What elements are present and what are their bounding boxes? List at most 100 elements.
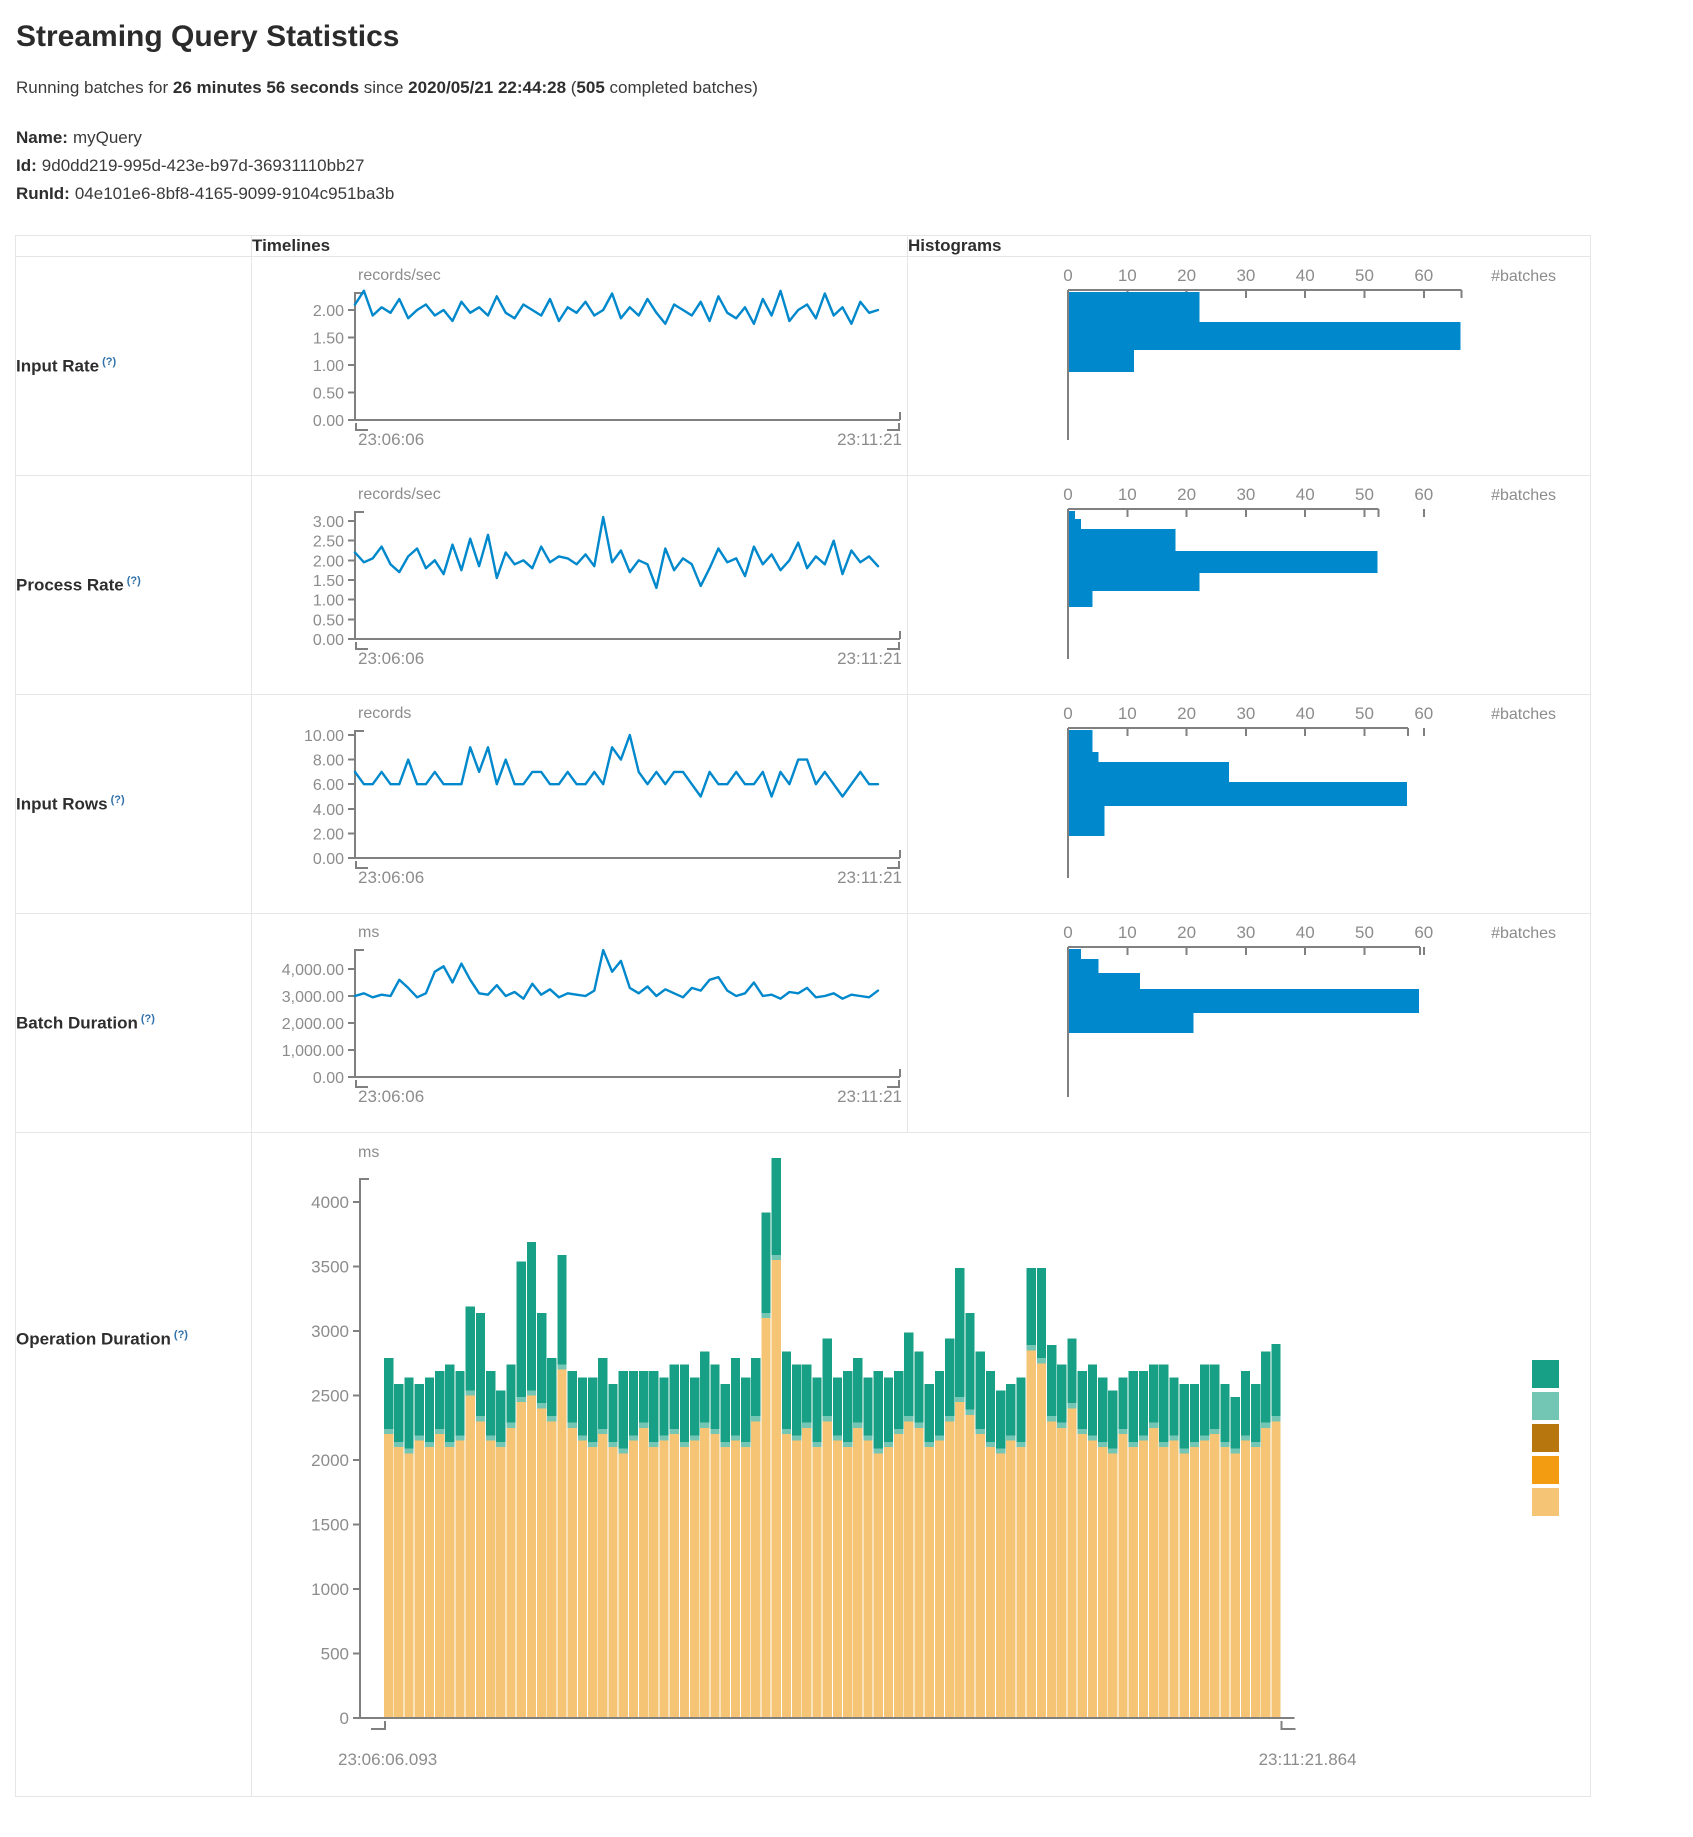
svg-text:#batches: #batches <box>1491 487 1556 504</box>
row-label-text: Operation Duration <box>16 1329 171 1349</box>
svg-text:23:06:06.093: 23:06:06.093 <box>338 1750 437 1769</box>
svg-text:23:06:06: 23:06:06 <box>358 868 424 887</box>
svg-text:1500: 1500 <box>311 1516 349 1535</box>
svg-text:1.50: 1.50 <box>313 331 344 348</box>
process-rate-histogram-chart: 0 10 20 30 40 50 60 #batches <box>908 476 1590 694</box>
svg-text:1.00: 1.00 <box>313 593 344 610</box>
svg-text:4,000.00: 4,000.00 <box>282 962 344 979</box>
legend-swatch-dark-ochre <box>1532 1424 1559 1452</box>
svg-text:4.00: 4.00 <box>313 802 344 819</box>
summary-prefix: Running batches for <box>16 78 173 97</box>
operation-duration-help-icon[interactable]: (?) <box>173 1329 188 1342</box>
page-title: Streaming Query Statistics <box>16 20 400 53</box>
svg-text:ms: ms <box>358 924 379 941</box>
input-rows-label: Input Rows (?) <box>15 694 252 914</box>
svg-text:23:11:21: 23:11:21 <box>837 868 902 887</box>
svg-text:23:11:21: 23:11:21 <box>837 649 902 668</box>
svg-text:10: 10 <box>1118 266 1137 285</box>
svg-text:23:11:21: 23:11:21 <box>837 430 902 449</box>
operation-duration-label: Operation Duration (?) <box>15 1132 252 1797</box>
name-label: Name: <box>16 128 68 147</box>
svg-text:30: 30 <box>1236 923 1255 942</box>
svg-text:50: 50 <box>1355 266 1374 285</box>
completed-batches-count: 505 <box>576 78 605 97</box>
svg-text:10: 10 <box>1118 485 1137 504</box>
input-rate-histogram-chart: 0 10 20 30 40 50 60 #batches <box>908 257 1590 475</box>
running-duration: 26 minutes 56 seconds <box>172 78 360 97</box>
svg-text:40: 40 <box>1296 266 1315 285</box>
svg-text:0.50: 0.50 <box>313 386 344 403</box>
svg-text:50: 50 <box>1355 923 1374 942</box>
svg-text:6.00: 6.00 <box>313 777 344 794</box>
process-rate-label: Process Rate (?) <box>15 475 252 695</box>
svg-text:0: 0 <box>1063 485 1072 504</box>
legend-swatch-teal <box>1532 1360 1559 1388</box>
svg-text:23:06:06: 23:06:06 <box>358 1087 424 1106</box>
svg-text:2.50: 2.50 <box>313 534 344 551</box>
summary-paren: ( <box>566 78 577 97</box>
svg-text:1.50: 1.50 <box>313 573 344 590</box>
start-timestamp: 2020/05/21 22:44:28 <box>408 78 567 97</box>
input-rows-histogram-chart: 0 10 20 30 40 50 60 #batches <box>908 695 1590 913</box>
svg-text:23:11:21.864: 23:11:21.864 <box>1259 1750 1357 1769</box>
svg-text:60: 60 <box>1414 923 1433 942</box>
input-rows-help-icon[interactable]: (?) <box>110 793 125 806</box>
legend-swatch-light-teal <box>1532 1392 1559 1420</box>
input-rate-timeline-chart: records/sec 0.00 0.50 1.00 1.50 2.00 23:06:06 2… <box>252 257 907 475</box>
svg-text:60: 60 <box>1414 266 1433 285</box>
svg-text:0: 0 <box>1063 923 1072 942</box>
svg-text:0.00: 0.00 <box>313 851 344 868</box>
statistics-table: Timelines Histograms Input Rate (?) recor… <box>15 235 1592 1797</box>
svg-text:2.00: 2.00 <box>313 553 344 570</box>
input-rate-help-icon[interactable]: (?) <box>102 355 117 368</box>
name-value: myQuery <box>72 128 142 147</box>
svg-text:0.00: 0.00 <box>313 413 344 430</box>
table-header-row: Timelines Histograms <box>15 235 1592 257</box>
svg-text:3500: 3500 <box>311 1258 349 1277</box>
batch-duration-row: Batch Duration (?) ms 0.00 1,000.00 2,000.00… <box>15 913 1592 1133</box>
svg-text:10: 10 <box>1118 923 1137 942</box>
row-label-text: Batch Duration <box>16 1013 138 1033</box>
query-name-line: Name: myQuery <box>16 128 1591 147</box>
process-rate-help-icon[interactable]: (?) <box>126 574 141 587</box>
svg-text:60: 60 <box>1414 704 1433 723</box>
page: Streaming Query Statistics Running batch… <box>15 20 1592 1797</box>
svg-text:2000: 2000 <box>311 1451 349 1470</box>
svg-text:50: 50 <box>1355 704 1374 723</box>
svg-text:#batches: #batches <box>1491 925 1556 942</box>
batch-duration-timeline-chart: ms 0.00 1,000.00 2,000.00 3,000.00 4,000.00 23… <box>252 914 907 1132</box>
histograms-column-header: Histograms <box>906 235 1592 257</box>
svg-text:30: 30 <box>1236 485 1255 504</box>
input-rate-row: Input Rate (?) records/sec 0.00 0.50 1.00 1.5… <box>15 256 1592 476</box>
process-rate-row: Process Rate (?) records/sec 0.00 0.50 1.00 1… <box>15 475 1592 695</box>
legend-swatch-orange <box>1532 1456 1559 1484</box>
runid-value: 04e101e6-8bf8-4165-9099-9104c951ba3b <box>74 184 395 203</box>
svg-text:20: 20 <box>1177 923 1196 942</box>
svg-text:40: 40 <box>1296 704 1315 723</box>
input-rows-timeline-chart: records 0.00 2.00 4.00 6.00 8.00 10.00 23:06:06… <box>252 695 907 913</box>
svg-text:0.50: 0.50 <box>313 612 344 629</box>
svg-text:3.00: 3.00 <box>313 514 344 531</box>
query-meta: Name: myQuery Id: 9d0dd219-995d-423e-b97d-… <box>16 128 1591 203</box>
svg-text:0: 0 <box>1063 704 1072 723</box>
svg-text:1.00: 1.00 <box>313 358 344 375</box>
svg-text:60: 60 <box>1414 485 1433 504</box>
batch-duration-help-icon[interactable]: (?) <box>140 1012 155 1025</box>
svg-text:500: 500 <box>321 1645 349 1664</box>
input-rate-label: Input Rate (?) <box>15 256 252 476</box>
corner-cell <box>15 235 252 257</box>
legend-swatch-tan <box>1532 1488 1559 1516</box>
batch-duration-histogram-chart: 0 10 20 30 40 50 60 #batches <box>908 914 1590 1132</box>
svg-text:20: 20 <box>1177 266 1196 285</box>
svg-text:30: 30 <box>1236 704 1255 723</box>
summary-paren-close: completed batches) <box>604 78 758 97</box>
operation-duration-stacked-chart: ms 0 500 1000 1500 2000 2500 3000 3500 4000 23:06:… <box>252 1133 1590 1796</box>
svg-text:20: 20 <box>1177 485 1196 504</box>
input-rows-row: Input Rows (?) records 0.00 2.00 4.00 6.00 8.0… <box>15 694 1592 914</box>
svg-text:40: 40 <box>1296 485 1315 504</box>
row-label-text: Process Rate <box>16 575 124 595</box>
process-rate-timeline-chart: records/sec 0.00 0.50 1.00 1.50 2.00 2.50 3.00 2… <box>252 476 907 694</box>
svg-text:40: 40 <box>1296 923 1315 942</box>
runid-label: RunId: <box>16 184 70 203</box>
row-label-text: Input Rate <box>16 356 100 376</box>
